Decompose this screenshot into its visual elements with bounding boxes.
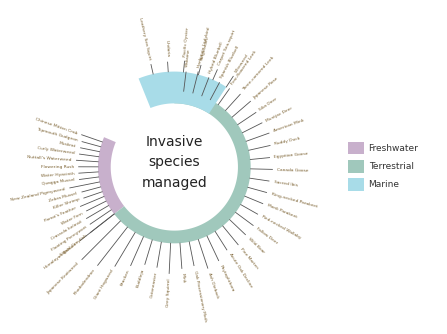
Text: Crassula helmsii: Crassula helmsii xyxy=(51,219,84,240)
Text: Muskrat: Muskrat xyxy=(59,141,76,149)
Polygon shape xyxy=(98,137,124,214)
Text: Chinese Mitten Crab: Chinese Mitten Crab xyxy=(34,117,78,135)
Text: Grey Squirrel: Grey Squirrel xyxy=(165,278,171,307)
Text: Wireweed: Wireweed xyxy=(234,53,249,73)
Text: Ruddy Duck: Ruddy Duck xyxy=(274,137,301,146)
Text: Hybrid Bluebell: Hybrid Bluebell xyxy=(209,41,224,74)
Text: Zebra Mussel: Zebra Mussel xyxy=(49,191,78,203)
Text: Sacred Ibis: Sacred Ibis xyxy=(274,180,298,187)
Text: Fallow Deer: Fallow Deer xyxy=(256,227,278,245)
Legend: Freshwater, Terrestrial, Marine: Freshwater, Terrestrial, Marine xyxy=(344,138,422,194)
Text: Few-flowered Leek: Few-flowered Leek xyxy=(231,50,257,86)
Text: Pacific Oyster: Pacific Oyster xyxy=(183,27,190,57)
Text: Wakame: Wakame xyxy=(185,48,191,67)
Text: Quagga Mussel: Quagga Mussel xyxy=(41,178,75,186)
Text: Cotoneaster: Cotoneaster xyxy=(150,272,158,299)
Text: Parrot's Feather: Parrot's Feather xyxy=(44,206,77,223)
Text: Giant Hogweed: Giant Hogweed xyxy=(93,269,114,300)
Text: Harlequin Ladybird: Harlequin Ladybird xyxy=(198,26,211,68)
Text: Nuttall's Waterweed: Nuttall's Waterweed xyxy=(27,155,72,162)
Text: Phytophthora: Phytophthora xyxy=(219,264,235,292)
Text: Sargassum: Sargassum xyxy=(200,37,210,61)
Polygon shape xyxy=(139,71,226,114)
Text: Bracken: Bracken xyxy=(120,269,131,287)
Text: Pine Marten: Pine Marten xyxy=(240,247,259,270)
Text: Three-cornered Leek: Three-cornered Leek xyxy=(242,56,275,92)
Text: Leathery Sea Squirt: Leathery Sea Squirt xyxy=(139,17,152,60)
Text: New Zealand Pigmyweed: New Zealand Pigmyweed xyxy=(10,187,66,202)
Text: Japanese Knotweed: Japanese Knotweed xyxy=(47,262,80,295)
Text: Ash Dieback: Ash Dieback xyxy=(207,272,219,299)
Text: Ring-necked Parakeet: Ring-necked Parakeet xyxy=(270,192,318,208)
Text: Egyptian Goose: Egyptian Goose xyxy=(274,152,309,159)
Text: Carpet Sea-squirt: Carpet Sea-squirt xyxy=(217,29,236,66)
Text: Oak Processionary Moth: Oak Processionary Moth xyxy=(193,270,207,322)
Text: Red-necked Wallaby: Red-necked Wallaby xyxy=(261,215,301,240)
Text: Monk Parakeet: Monk Parakeet xyxy=(266,203,298,219)
Text: Wild Boar: Wild Boar xyxy=(248,236,266,254)
Text: Himalayan Balsam: Himalayan Balsam xyxy=(43,242,77,270)
Text: Canada Goose: Canada Goose xyxy=(277,168,309,172)
Text: Muntjac Deer: Muntjac Deer xyxy=(266,106,293,123)
Text: Sika Deer: Sika Deer xyxy=(259,97,278,112)
Text: Water Hyacinth: Water Hyacinth xyxy=(40,171,74,178)
Text: Water Fern: Water Fern xyxy=(60,211,83,225)
Text: Signal Crayfish: Signal Crayfish xyxy=(59,234,88,257)
Text: Acute Oak Decline: Acute Oak Decline xyxy=(228,253,253,289)
Text: American Mink: American Mink xyxy=(273,119,304,133)
Text: Japanese Rose: Japanese Rose xyxy=(253,76,279,100)
Text: Rhododendron: Rhododendron xyxy=(73,268,96,296)
Text: Flowering Rush: Flowering Rush xyxy=(41,165,74,169)
Text: Undaria: Undaria xyxy=(164,40,169,57)
Text: Invasive
species
managed: Invasive species managed xyxy=(141,135,207,190)
Text: Floating Pennywort: Floating Pennywort xyxy=(50,225,87,252)
Polygon shape xyxy=(114,91,251,243)
Text: Curly Waterweed: Curly Waterweed xyxy=(37,146,75,155)
Text: Killer Shrimp: Killer Shrimp xyxy=(52,198,80,210)
Text: Buddleja: Buddleja xyxy=(136,268,145,288)
Text: Spanish Bluebell: Spanish Bluebell xyxy=(220,45,240,79)
Text: Mink: Mink xyxy=(180,273,185,284)
Text: Topmouth Gudgeon: Topmouth Gudgeon xyxy=(36,127,78,142)
